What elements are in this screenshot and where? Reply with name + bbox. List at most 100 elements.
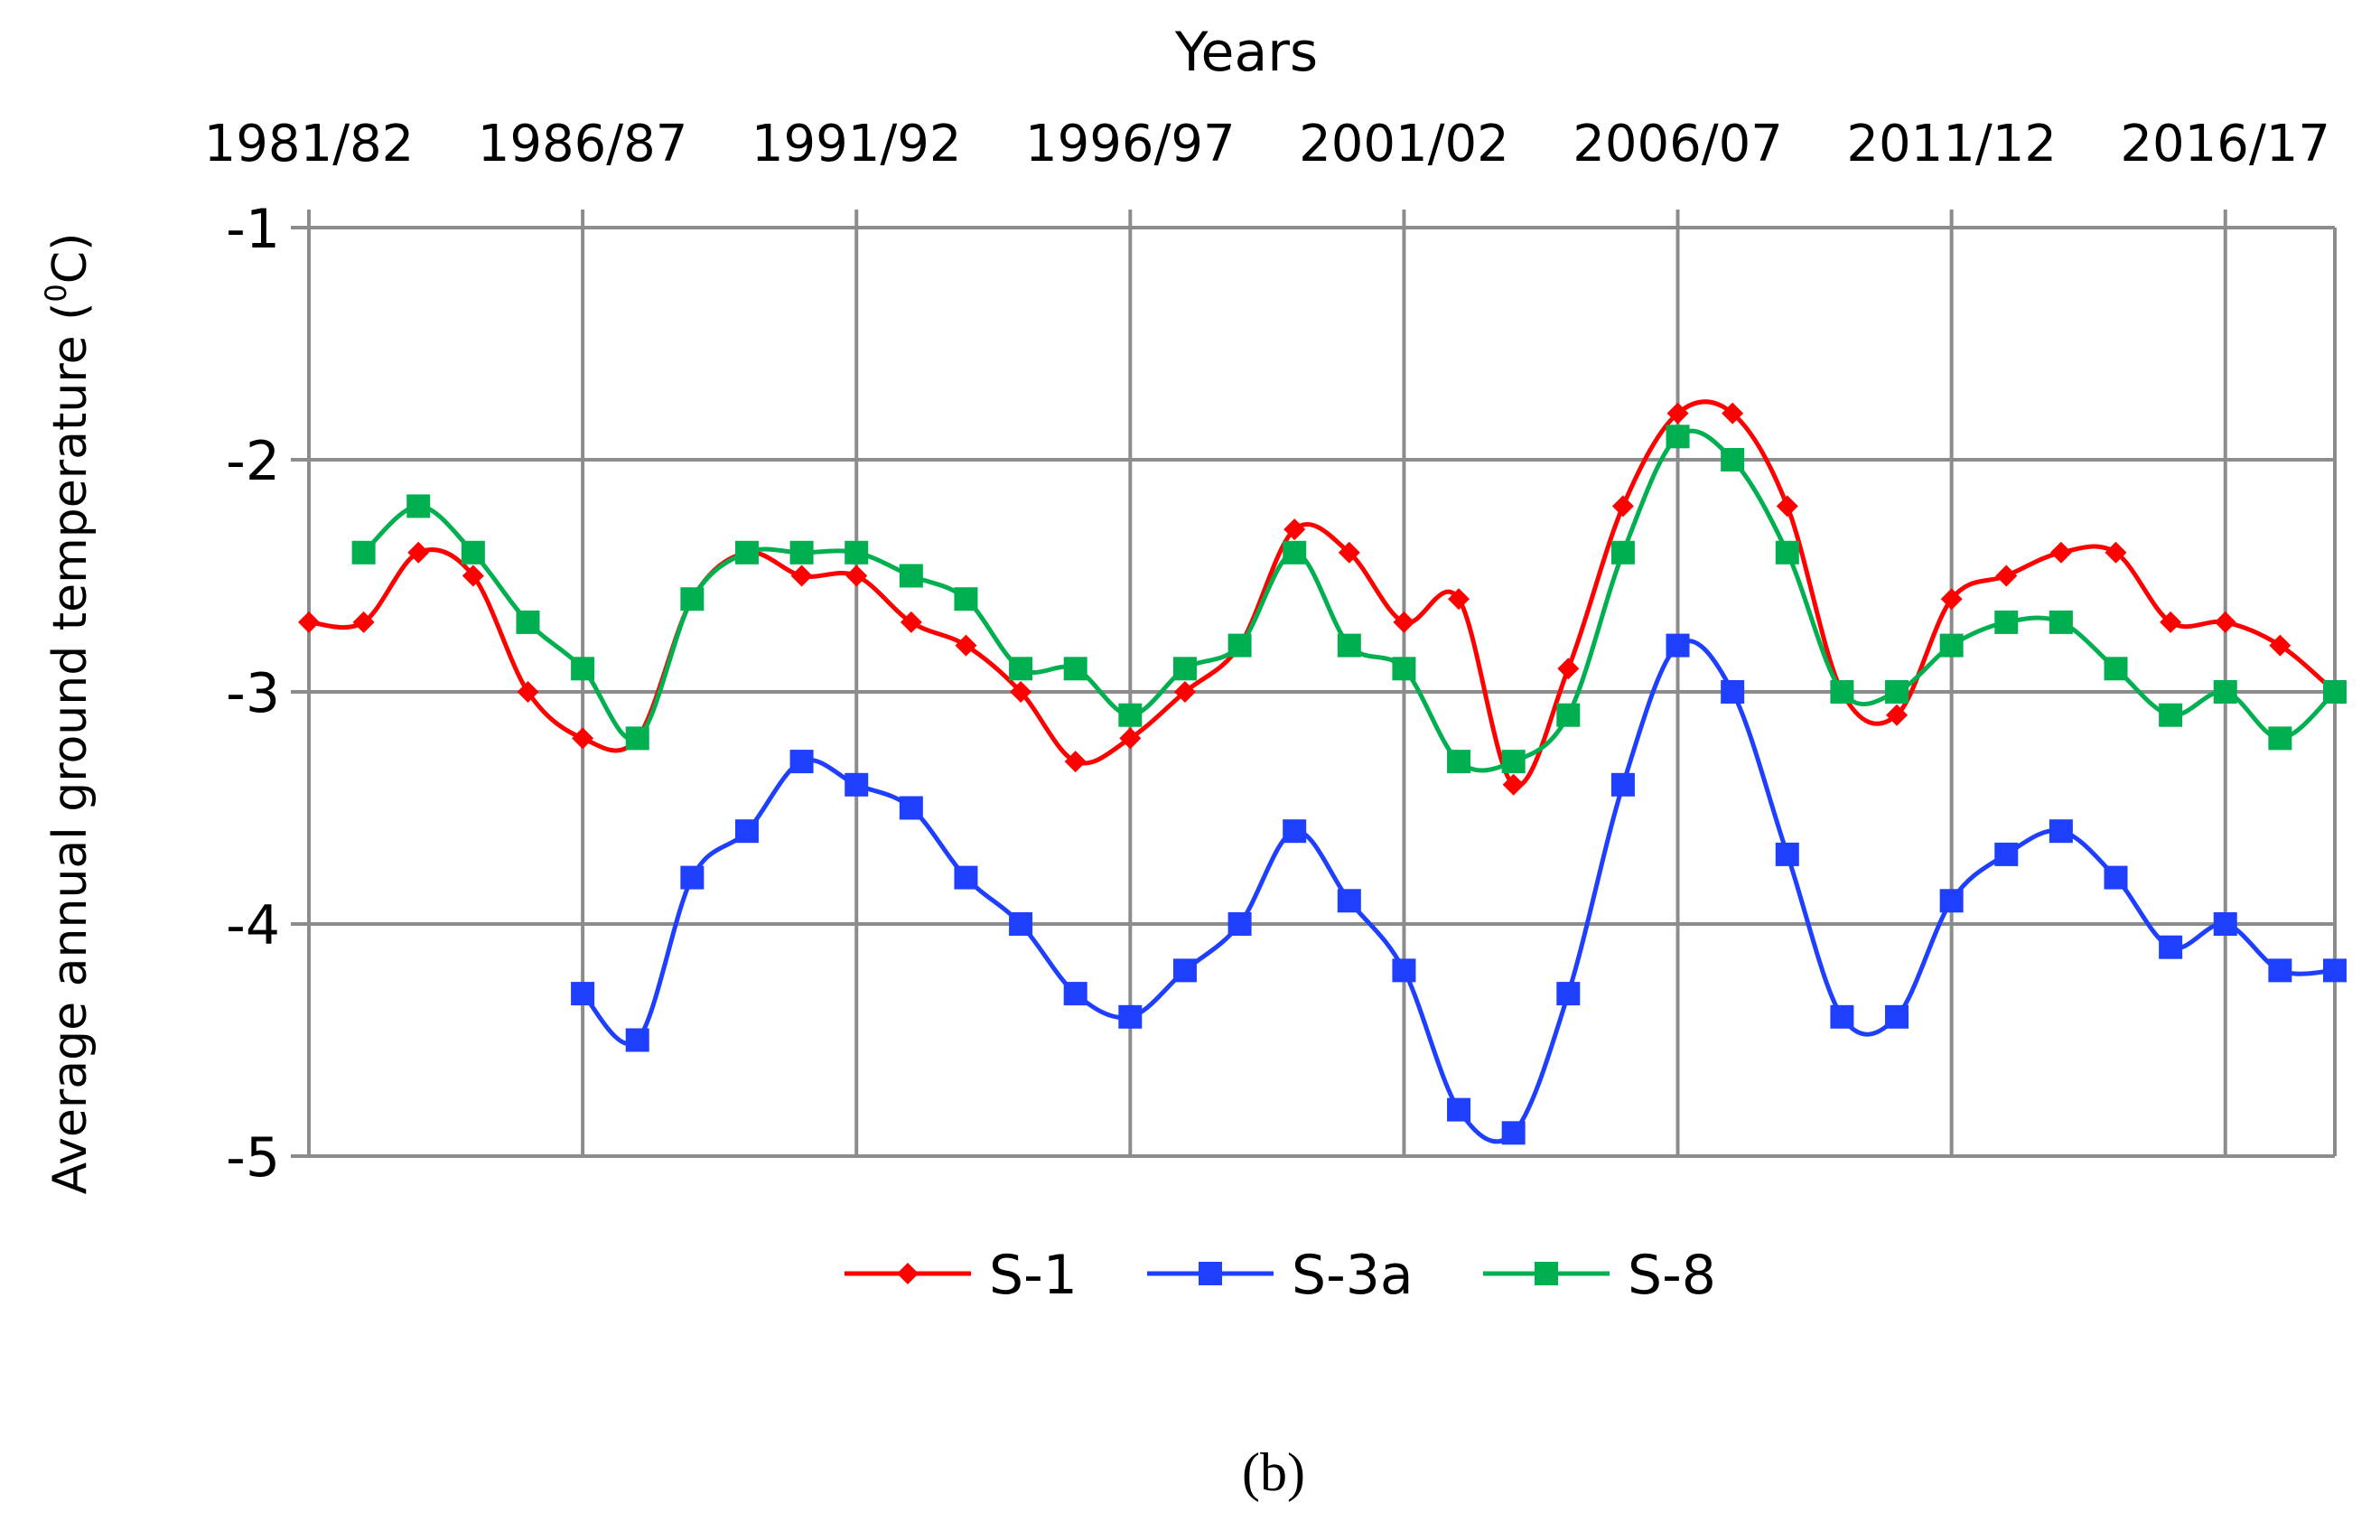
data-point-S-3a bbox=[1063, 982, 1087, 1006]
data-point-S-1 bbox=[2049, 541, 2072, 564]
x-axis-title: Years bbox=[1174, 21, 1318, 84]
data-point-S-8 bbox=[1830, 680, 1854, 704]
data-point-S-3a bbox=[2213, 912, 2237, 936]
data-point-S-8 bbox=[1337, 633, 1361, 658]
data-point-S-1 bbox=[790, 565, 813, 587]
data-point-S-3a bbox=[571, 982, 595, 1006]
data-point-S-8 bbox=[845, 540, 869, 565]
data-point-S-1 bbox=[845, 565, 868, 587]
data-point-S-8 bbox=[899, 564, 923, 588]
data-point-S-1 bbox=[1611, 495, 1634, 518]
data-point-S-3a bbox=[2159, 935, 2183, 959]
data-point-S-8 bbox=[1392, 657, 1416, 681]
data-point-S-8 bbox=[1885, 680, 1909, 704]
figure-caption: (b) bbox=[1242, 1442, 1305, 1502]
data-point-S-8 bbox=[1556, 703, 1581, 727]
y-axis-title-main: Average annual ground temperature ( bbox=[43, 303, 98, 1195]
data-point-S-3a bbox=[1666, 633, 1690, 658]
data-point-S-3a bbox=[1721, 680, 1745, 704]
data-point-S-3a bbox=[1009, 912, 1033, 936]
legend-item-S-3a: S-3a bbox=[1147, 1244, 1414, 1307]
series-S-8 bbox=[351, 425, 2347, 774]
x-tick-label: 2006/07 bbox=[1573, 115, 1783, 173]
data-point-S-8 bbox=[1063, 657, 1087, 681]
data-point-S-1 bbox=[1940, 588, 1963, 611]
data-point-S-3a bbox=[2323, 958, 2347, 983]
data-point-S-3a bbox=[1227, 912, 1252, 936]
data-point-S-8 bbox=[1283, 540, 1307, 565]
data-point-S-8 bbox=[789, 540, 814, 565]
x-tick-label: 2001/02 bbox=[1299, 115, 1509, 173]
y-tick-label: -2 bbox=[226, 430, 280, 493]
data-point-S-8 bbox=[1447, 750, 1471, 774]
legend-label: S-1 bbox=[989, 1244, 1078, 1307]
data-point-S-3a bbox=[1172, 958, 1197, 983]
data-point-S-1 bbox=[2269, 634, 2291, 657]
tick-labels: -1 -2 -3 -4 -5 1981/82 1986/87 1991/92 1996/97 20… bbox=[204, 115, 2330, 1190]
data-point-S-8 bbox=[2159, 703, 2183, 727]
legend-marker bbox=[1535, 1262, 1558, 1285]
data-point-S-3a bbox=[680, 865, 705, 890]
data-point-S-8 bbox=[680, 587, 705, 611]
series-group bbox=[298, 399, 2347, 1145]
x-tick-label: 1986/87 bbox=[478, 115, 688, 173]
data-point-S-1 bbox=[1283, 518, 1306, 541]
data-point-S-8 bbox=[2268, 726, 2292, 751]
data-point-S-8 bbox=[954, 587, 978, 611]
data-point-S-3a bbox=[1939, 889, 1964, 913]
data-point-S-1 bbox=[1502, 773, 1525, 796]
data-point-S-8 bbox=[1939, 633, 1964, 658]
data-point-S-1 bbox=[1393, 611, 1415, 633]
data-point-S-8 bbox=[1009, 657, 1033, 681]
data-point-S-1 bbox=[572, 727, 594, 750]
legend-marker bbox=[1199, 1262, 1222, 1285]
data-point-S-8 bbox=[2213, 680, 2237, 704]
data-point-S-1 bbox=[2214, 611, 2236, 633]
data-point-S-8 bbox=[461, 540, 485, 565]
data-point-S-1 bbox=[1338, 541, 1360, 564]
data-point-S-1 bbox=[1448, 588, 1470, 611]
data-point-S-1 bbox=[1776, 495, 1798, 518]
data-point-S-3a bbox=[1830, 1004, 1854, 1029]
data-point-S-3a bbox=[1447, 1097, 1471, 1122]
data-point-S-1 bbox=[1722, 402, 1744, 425]
data-point-S-8 bbox=[2049, 610, 2073, 634]
data-point-S-8 bbox=[1227, 633, 1252, 658]
data-point-S-8 bbox=[1994, 610, 2019, 634]
y-tick-label: -4 bbox=[226, 894, 280, 957]
data-point-S-1 bbox=[1886, 704, 1909, 726]
legend-label: S-8 bbox=[1628, 1244, 1716, 1307]
data-point-S-1 bbox=[352, 611, 375, 633]
data-point-S-8 bbox=[2323, 680, 2347, 704]
data-point-S-8 bbox=[1118, 703, 1143, 727]
y-axis-title-superscript: 0 bbox=[39, 284, 73, 302]
data-point-S-3a bbox=[1610, 772, 1635, 797]
legend-marker bbox=[897, 1263, 919, 1284]
data-point-S-3a bbox=[1556, 982, 1581, 1006]
data-point-S-8 bbox=[516, 610, 540, 634]
data-point-S-1 bbox=[1995, 565, 2018, 587]
data-point-S-3a bbox=[1392, 958, 1416, 983]
x-tick-label: 2016/17 bbox=[2120, 115, 2330, 173]
data-point-S-1 bbox=[2160, 611, 2182, 633]
y-axis-title: Average annual ground temperature (0C) bbox=[39, 233, 98, 1195]
data-point-S-3a bbox=[1283, 819, 1307, 844]
data-point-S-3a bbox=[1885, 1004, 1909, 1029]
data-point-S-1 bbox=[1666, 402, 1689, 425]
data-point-S-3a bbox=[954, 865, 978, 890]
data-point-S-8 bbox=[625, 726, 649, 751]
data-point-S-8 bbox=[406, 494, 431, 518]
data-point-S-1 bbox=[462, 565, 484, 587]
data-point-S-8 bbox=[1775, 540, 1799, 565]
data-point-S-1 bbox=[955, 634, 977, 657]
data-point-S-1 bbox=[1119, 727, 1142, 750]
data-point-S-1 bbox=[900, 611, 922, 633]
data-point-S-1 bbox=[517, 681, 539, 703]
y-tick-label: -5 bbox=[226, 1126, 280, 1190]
data-point-S-3a bbox=[1118, 1004, 1143, 1029]
data-point-S-3a bbox=[1501, 1121, 1526, 1145]
x-tick-label: 1991/92 bbox=[751, 115, 962, 173]
y-tick-label: -1 bbox=[226, 198, 280, 261]
y-tick-label: -3 bbox=[226, 662, 280, 725]
